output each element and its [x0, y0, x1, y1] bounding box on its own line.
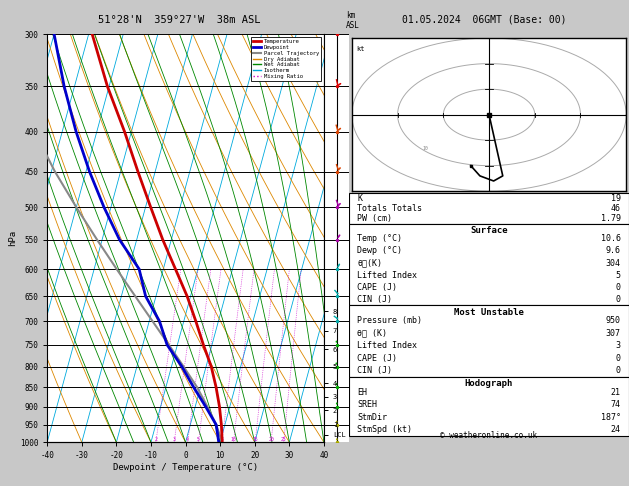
- Text: CIN (J): CIN (J): [357, 295, 392, 304]
- Text: 5: 5: [616, 271, 621, 280]
- Text: 3: 3: [616, 341, 621, 350]
- Text: θᴄ (K): θᴄ (K): [357, 329, 387, 338]
- Text: CAPE (J): CAPE (J): [357, 283, 398, 292]
- Text: 74: 74: [611, 400, 621, 409]
- Text: 4: 4: [186, 437, 189, 442]
- Text: 15: 15: [252, 437, 258, 442]
- Text: 25: 25: [281, 437, 287, 442]
- Text: 51°28'N  359°27'W  38m ASL: 51°28'N 359°27'W 38m ASL: [98, 15, 260, 25]
- Text: EH: EH: [357, 388, 367, 397]
- Text: 9.6: 9.6: [606, 246, 621, 256]
- X-axis label: Dewpoint / Temperature (°C): Dewpoint / Temperature (°C): [113, 463, 258, 472]
- Text: 5: 5: [197, 437, 200, 442]
- Text: Lifted Index: Lifted Index: [357, 341, 418, 350]
- Text: Pressure (mb): Pressure (mb): [357, 316, 423, 325]
- Text: 0: 0: [616, 354, 621, 363]
- Text: 21: 21: [611, 388, 621, 397]
- Text: SREH: SREH: [357, 400, 377, 409]
- Text: Totals Totals: Totals Totals: [357, 204, 423, 213]
- Text: 304: 304: [606, 259, 621, 268]
- Bar: [349, 224, 629, 306]
- Text: 8: 8: [221, 437, 223, 442]
- Text: 0: 0: [616, 283, 621, 292]
- Y-axis label: hPa: hPa: [8, 230, 17, 246]
- Text: Lifted Index: Lifted Index: [357, 271, 418, 280]
- Text: 10.6: 10.6: [601, 234, 621, 243]
- Text: 0: 0: [616, 366, 621, 375]
- Bar: [349, 377, 629, 436]
- Legend: Temperature, Dewpoint, Parcel Trajectory, Dry Adiabat, Wet Adiabat, Isotherm, Mi: Temperature, Dewpoint, Parcel Trajectory…: [251, 37, 321, 81]
- Text: © weatheronline.co.uk: © weatheronline.co.uk: [440, 431, 538, 440]
- Text: 20: 20: [268, 437, 274, 442]
- Text: 307: 307: [606, 329, 621, 338]
- Text: CIN (J): CIN (J): [357, 366, 392, 375]
- Text: PW (cm): PW (cm): [357, 214, 392, 223]
- Text: 1.79: 1.79: [601, 214, 621, 223]
- Text: 19: 19: [611, 194, 621, 203]
- Text: Dewp (°C): Dewp (°C): [357, 246, 403, 256]
- Text: Surface: Surface: [470, 226, 508, 235]
- Text: K: K: [357, 194, 362, 203]
- Bar: [349, 306, 629, 377]
- Text: θᴄ(K): θᴄ(K): [357, 259, 382, 268]
- Text: Hodograph: Hodograph: [465, 379, 513, 388]
- Text: 0: 0: [616, 295, 621, 304]
- Text: 01.05.2024  06GMT (Base: 00): 01.05.2024 06GMT (Base: 00): [402, 15, 567, 25]
- Text: 10: 10: [231, 437, 237, 442]
- Text: Most Unstable: Most Unstable: [454, 308, 524, 316]
- Bar: [349, 193, 629, 224]
- Text: 3: 3: [173, 437, 175, 442]
- Text: Temp (°C): Temp (°C): [357, 234, 403, 243]
- Text: StmDir: StmDir: [357, 413, 387, 422]
- Text: StmSpd (kt): StmSpd (kt): [357, 425, 413, 434]
- Text: 2: 2: [155, 437, 157, 442]
- Text: 24: 24: [611, 425, 621, 434]
- Text: 46: 46: [611, 204, 621, 213]
- Text: 187°: 187°: [601, 413, 621, 422]
- Text: CAPE (J): CAPE (J): [357, 354, 398, 363]
- Text: 950: 950: [606, 316, 621, 325]
- Text: km
ASL: km ASL: [346, 11, 360, 30]
